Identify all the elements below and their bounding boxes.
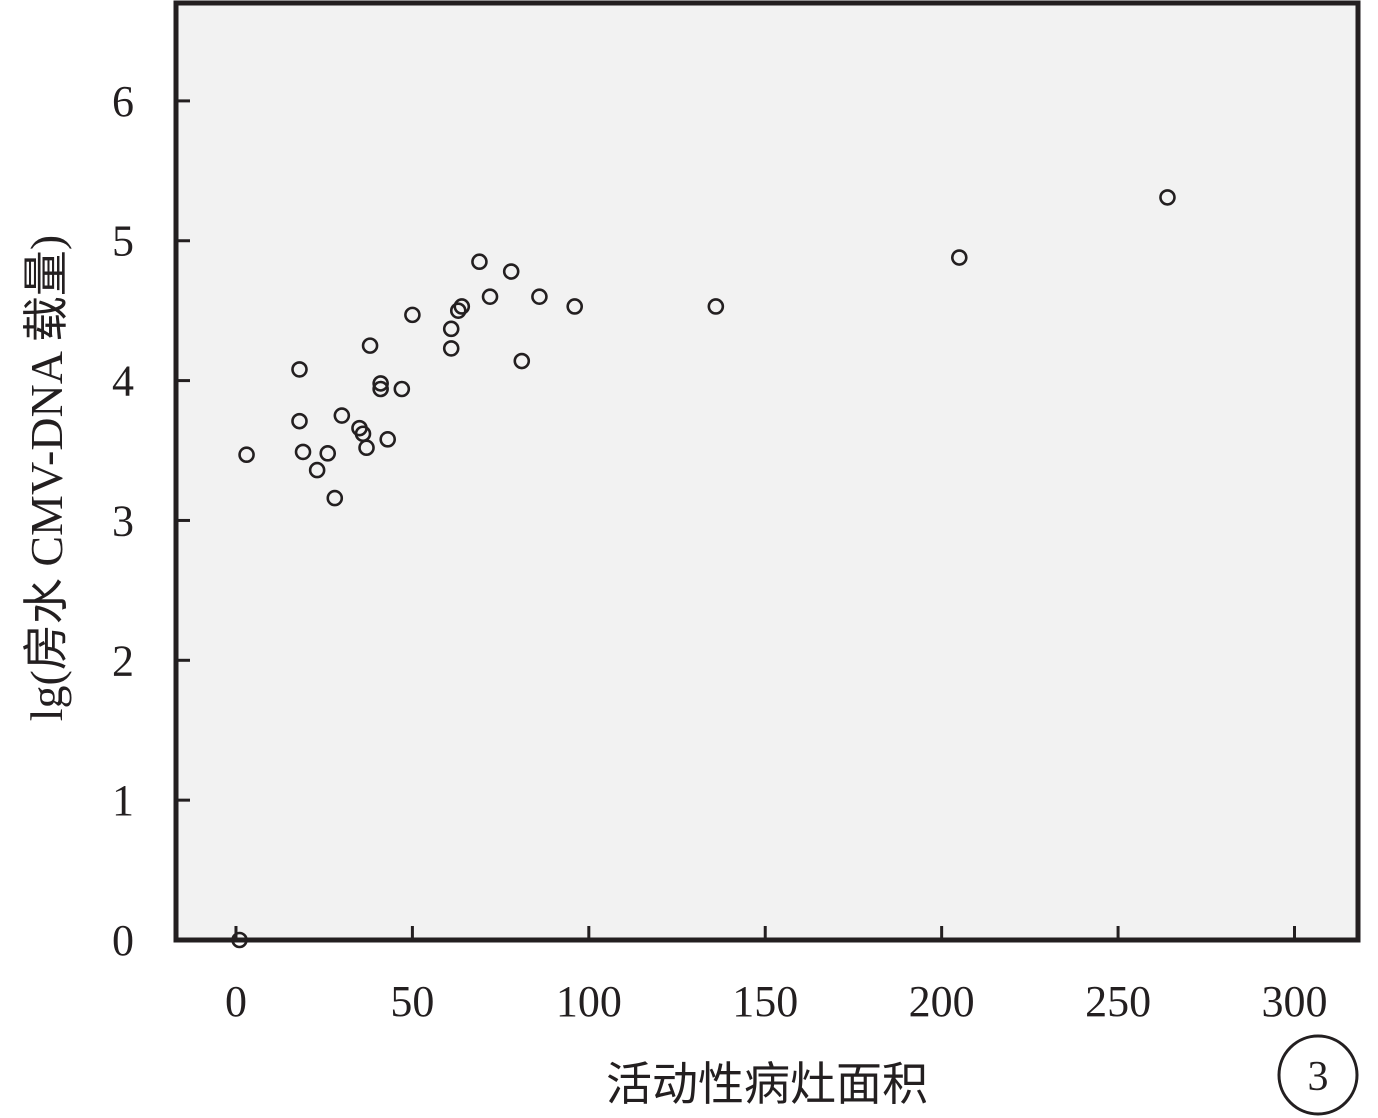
x-axis-title: 活动性病灶面积 bbox=[606, 1059, 928, 1110]
data-point bbox=[361, 337, 379, 354]
data-point bbox=[231, 931, 248, 949]
data-point bbox=[442, 320, 460, 338]
data-point bbox=[319, 445, 337, 462]
data-point bbox=[379, 431, 397, 448]
x-axis: 0 50 100 150 200 250 300 bbox=[225, 926, 1327, 1026]
data-point bbox=[308, 461, 326, 479]
data-point bbox=[471, 253, 488, 271]
x-tick-label: 100 bbox=[556, 977, 622, 1026]
data-point bbox=[707, 298, 725, 315]
x-tick-label: 200 bbox=[909, 977, 975, 1026]
data-point bbox=[372, 380, 389, 398]
data-point bbox=[333, 407, 351, 424]
x-tick-label: 150 bbox=[732, 977, 798, 1026]
plot-area bbox=[173, 0, 1361, 943]
y-tick-label: 2 bbox=[112, 636, 134, 685]
data-point bbox=[238, 446, 255, 464]
y-tick-label: 3 bbox=[112, 496, 134, 545]
y-tick-label: 1 bbox=[112, 776, 134, 825]
x-tick-label: 50 bbox=[390, 977, 434, 1026]
data-point bbox=[404, 306, 421, 324]
data-point bbox=[449, 302, 467, 319]
data-point bbox=[453, 298, 471, 315]
data-point bbox=[326, 489, 344, 507]
x-tick-label: 250 bbox=[1085, 977, 1151, 1026]
data-point bbox=[291, 412, 308, 430]
data-point bbox=[1159, 189, 1176, 206]
x-tick-label: 0 bbox=[225, 977, 247, 1026]
data-points bbox=[231, 189, 1176, 949]
y-axis-title: lg(房水 CMV-DNA 载量) bbox=[21, 235, 72, 721]
y-axis: 0 1 2 3 4 5 6 bbox=[112, 77, 190, 965]
data-point bbox=[481, 288, 499, 305]
data-point bbox=[294, 443, 312, 461]
y-tick-label: 0 bbox=[112, 916, 134, 965]
data-point bbox=[502, 263, 520, 280]
x-tick-label: 300 bbox=[1261, 977, 1327, 1026]
data-point bbox=[950, 249, 968, 266]
data-point bbox=[372, 375, 389, 392]
data-point bbox=[513, 352, 531, 370]
data-point bbox=[393, 380, 411, 398]
data-point bbox=[442, 340, 460, 357]
y-tick-label: 4 bbox=[112, 357, 134, 406]
data-point bbox=[358, 439, 375, 457]
panel-label-badge: 3 bbox=[1277, 1034, 1359, 1116]
data-point bbox=[291, 361, 308, 378]
y-tick-label: 6 bbox=[112, 77, 134, 126]
y-tick-label: 5 bbox=[112, 217, 134, 266]
panel-label-text: 3 bbox=[1308, 1054, 1329, 1100]
data-point bbox=[566, 298, 584, 315]
data-point bbox=[531, 288, 548, 305]
panel-label-circle bbox=[1277, 1034, 1359, 1116]
